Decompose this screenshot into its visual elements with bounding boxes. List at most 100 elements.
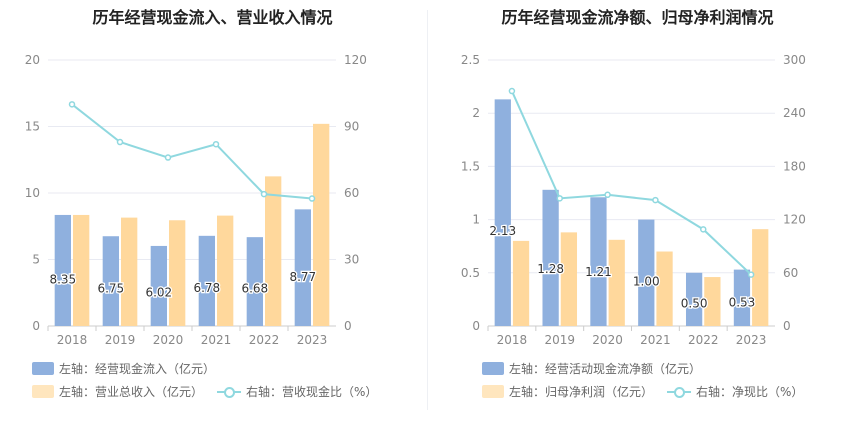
right-x-tick-label: 2019 [544,333,575,347]
left-bar-primary [150,245,167,326]
right-left-tick-label: 2 [472,106,480,120]
left-ratio-point [308,195,316,202]
right-ratio-point [747,271,755,278]
legend-row-right-1: 左轴：经营活动现金流净额（亿元） [482,360,715,377]
left-bar-secondary [121,217,138,326]
right-x-tick-label: 2018 [497,333,528,347]
left-left-tick-label: 10 [25,186,40,200]
legend-swatch-revenue-cash-ratio [217,385,242,398]
right-bar-secondary [752,229,769,326]
left-right-tick-label: 30 [344,253,359,267]
right-left-tick-label: 0.5 [461,266,480,280]
left-bar-data-label: 6.02 [145,285,172,299]
right-bar-data-label: 1.28 [537,262,564,276]
right-left-tick-label: 0 [472,319,480,333]
right-bar-secondary [704,277,721,326]
chart-right-svg: 0 0.5 1 1.5 2 2.5 0 60 120 180 240 300 2.13 2018 1.28 2… [461,53,806,347]
left-ratio-point [164,154,172,161]
right-right-tick-label: 240 [783,106,806,120]
left-ratio-point [68,101,76,108]
right-left-tick-label: 1 [472,213,480,227]
legend-item-revenue-cash-ratio[interactable]: 右轴：营收现金比（%） [217,383,377,400]
right-bar-secondary [560,232,578,326]
chart-panel-left: 历年经营现金流入、营业收入情况 0 5 10 15 20 0 30 60 90 120 8.35 20… [25,8,391,400]
right-bar-data-label: 1.21 [585,265,612,279]
left-left-tick-label: 5 [32,253,40,267]
legend-label-net-cash-ratio: 右轴：净现比（%） [696,385,804,399]
left-bar-data-label: 8.35 [49,272,76,286]
right-right-tick-label: 60 [783,266,798,280]
left-ratio-point [212,140,220,148]
right-ratio-point [652,196,659,204]
right-bar-primary [590,197,607,326]
right-ratio-point [700,226,707,233]
left-x-tick-label: 2020 [153,333,184,347]
right-right-tick-label: 300 [783,53,806,67]
right-ratio-point [508,87,516,95]
left-right-tick-label: 120 [344,53,367,67]
left-x-tick-label: 2018 [57,333,88,347]
right-bar-data-label: 0.50 [681,297,708,311]
legend-item-cash-inflow[interactable]: 左轴：经营现金流入（亿元） [32,360,215,377]
left-bar-secondary [313,123,330,326]
left-left-tick-label: 20 [25,53,40,67]
left-bar-primary [54,214,71,326]
legend-swatch-net-cashflow [482,362,504,375]
left-bar-data-label: 6.75 [97,281,124,295]
left-bar-primary [246,237,263,326]
right-right-tick-label: 180 [783,159,806,173]
right-bar-primary [638,219,655,326]
legend-label-revenue: 左轴：营业总收入（亿元） [59,385,204,399]
left-x-tick-label: 2023 [297,333,328,347]
right-bar-data-label: 0.53 [729,295,756,309]
right-bar-secondary [608,239,625,326]
right-bar-primary [733,269,751,326]
chart-panel-right: 历年经营现金流净额、归母净利润情况 0 0.5 1 1.5 2 2.5 0 60 120 180 2… [425,0,850,437]
legend-label-revenue-cash-ratio: 右轴：营收现金比（%） [246,385,378,399]
left-ratio-point [116,138,124,146]
right-bar-data-label: 1.00 [633,274,660,288]
left-bar-primary [294,209,311,326]
chart-left-svg: 0 5 10 15 20 0 30 60 90 120 8.35 2018 6.75 2019 6.02 20… [25,53,367,347]
left-bar-secondary [169,220,186,326]
legend-swatch-cash-inflow [32,362,54,375]
left-bar-data-label: 6.68 [241,282,268,296]
legend-item-net-profit[interactable]: 左轴：归母净利润（亿元） [482,383,653,400]
left-left-tick-label: 15 [25,120,40,134]
right-x-tick-label: 2022 [688,333,719,347]
legend-swatch-net-cash-ratio [667,385,692,398]
legend-label-net-cashflow: 左轴：经营活动现金流净额（亿元） [509,362,702,376]
right-right-tick-label: 0 [783,319,791,333]
right-bar-secondary [512,240,530,326]
left-right-tick-label: 0 [344,319,352,333]
legend-label-net-profit: 左轴：归母净利润（亿元） [509,385,654,399]
legend-row-right-2: 左轴：归母净利润（亿元） 右轴：净现比（%） [482,383,817,400]
legend-swatch-revenue [32,385,54,398]
legend-label-cash-inflow: 左轴：经营现金流入（亿元） [59,362,216,376]
panel-divider [427,10,428,410]
legend-row-left-2: 左轴：营业总收入（亿元） 右轴：营收现金比（%） [32,383,391,400]
right-ratio-point [604,191,611,199]
right-x-tick-label: 2020 [592,333,623,347]
right-x-tick-label: 2021 [640,333,671,347]
left-right-tick-label: 60 [344,186,359,200]
right-ratio-point [556,195,563,202]
left-left-tick-label: 0 [32,319,40,333]
left-bar-secondary [265,176,282,326]
left-bar-data-label: 8.77 [289,270,316,284]
legend-row-left-1: 左轴：经营现金流入（亿元） [32,360,229,377]
left-x-tick-label: 2019 [105,333,136,347]
left-ratio-point [260,190,268,198]
right-bar-primary [685,272,703,326]
right-bar-data-label: 2.13 [489,224,516,238]
left-bar-secondary [217,215,234,326]
legend-item-revenue[interactable]: 左轴：营业总收入（亿元） [32,383,203,400]
legend-item-net-cashflow[interactable]: 左轴：经营活动现金流净额（亿元） [482,360,701,377]
left-ratio-line [71,103,313,200]
chart-title-left: 历年经营现金流入、营业收入情况 [92,8,333,27]
legend-item-net-cash-ratio[interactable]: 右轴：净现比（%） [667,383,803,400]
right-bar-primary [494,99,511,326]
left-bar-primary [198,235,215,326]
left-right-tick-label: 90 [344,120,359,134]
chart-title-right: 历年经营现金流净额、归母净利润情况 [501,8,774,27]
